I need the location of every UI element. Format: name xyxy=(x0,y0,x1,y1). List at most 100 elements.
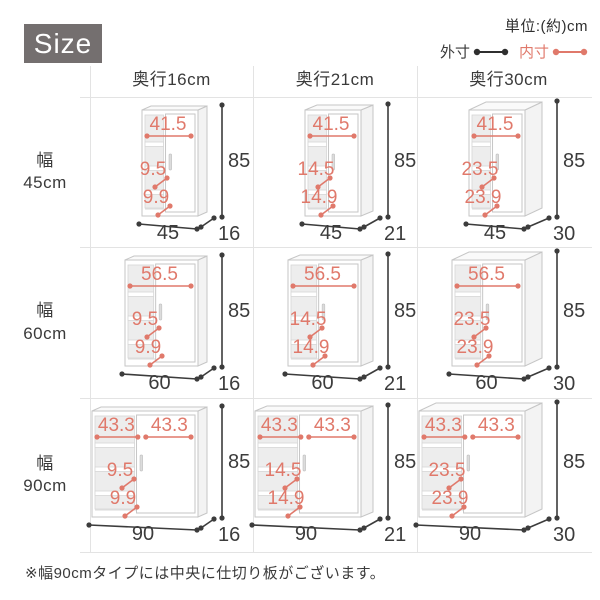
inner-width-right-dim-label: 43.3 xyxy=(478,415,515,436)
dim-endpoint-dot xyxy=(470,434,476,440)
dim-endpoint-dot xyxy=(307,334,313,340)
dim-endpoint-dot xyxy=(155,212,161,218)
height-dim-label: 85 xyxy=(228,150,250,172)
inner-width-right-dim-line xyxy=(143,434,194,440)
width-dim-line xyxy=(282,371,363,382)
inner-shelf2-dim-line xyxy=(147,353,165,368)
dim-endpoint-dot xyxy=(310,362,316,368)
dim-endpoint-dot xyxy=(463,221,469,227)
dim-endpoint-dot xyxy=(119,485,125,491)
inner-shelf2-dim-label: 9.9 xyxy=(135,337,161,358)
inner-width-right-dim-label: 43.3 xyxy=(314,415,351,436)
inner-shelf1-dim-label: 14.5 xyxy=(290,309,327,330)
dim-endpoint-dot xyxy=(546,365,552,371)
width-dim-label: 45 xyxy=(157,222,179,244)
width-dim-line xyxy=(299,221,363,232)
shelf-board xyxy=(454,315,482,321)
dim-endpoint-dot xyxy=(385,364,391,370)
shelf-board xyxy=(290,315,318,321)
depth-dim-line xyxy=(198,516,217,531)
dim-endpoint-dot xyxy=(462,434,468,440)
inner-width-dim-label: 41.5 xyxy=(313,114,350,135)
depth-dim-line xyxy=(361,215,383,230)
depth-dim-label: 30 xyxy=(553,373,575,395)
inner-shelf1-dim-label: 9.5 xyxy=(132,309,158,330)
dim-endpoint-dot xyxy=(413,522,419,528)
column-header-depth16: 奥行16cm xyxy=(132,70,211,89)
dim-endpoint-dot xyxy=(131,476,137,482)
dim-endpoint-dot xyxy=(515,283,521,289)
dim-endpoint-dot xyxy=(385,402,391,408)
inner-shelf2-dim-line xyxy=(474,353,492,368)
height-dim-label: 85 xyxy=(563,300,585,322)
door-handle xyxy=(302,454,306,472)
inner-shelf1-dim-label: 9.5 xyxy=(140,159,166,180)
dim-endpoint-dot xyxy=(546,516,552,522)
depth-dim-label: 16 xyxy=(218,223,240,245)
inner-shelf2-dim-line xyxy=(285,504,303,519)
dim-endpoint-dot xyxy=(285,513,291,519)
dim-endpoint-dot xyxy=(219,214,225,220)
dim-endpoint-dot xyxy=(482,212,488,218)
row-header-width90-value: 90cm xyxy=(23,476,67,495)
dim-endpoint-dot xyxy=(474,362,480,368)
shelf-board xyxy=(454,291,482,297)
cabinet-diagram: 56.5 23.5 23.9 85 60 30 xyxy=(446,248,585,395)
dim-endpoint-dot xyxy=(521,226,527,232)
height-dim-label: 85 xyxy=(394,150,416,172)
dim-endpoint-dot xyxy=(211,215,217,221)
grid-hline-4 xyxy=(80,552,592,553)
inner-shelf2-dim-line xyxy=(482,203,500,218)
grid-vline-2 xyxy=(253,66,254,552)
size-cell-w90-d16: 43.3 43.3 9.5 9.9 85 90 16 xyxy=(86,398,253,552)
dim-endpoint-dot xyxy=(525,374,531,380)
shelf-board xyxy=(421,466,462,472)
row-header-width90: 幅 90cm xyxy=(0,398,90,552)
depth-dim-line xyxy=(525,215,552,230)
dim-endpoint-dot xyxy=(152,184,158,190)
size-cell-w45-d16: 41.5 9.5 9.9 85 45 16 xyxy=(90,97,253,247)
dim-endpoint-dot xyxy=(282,485,288,491)
dim-endpoint-dot xyxy=(446,371,452,377)
depth-dim-label: 21 xyxy=(384,373,406,395)
dim-endpoint-dot xyxy=(94,434,100,440)
size-cell-w90-d21: 43.3 43.3 14.5 14.9 85 90 21 xyxy=(249,398,417,552)
sliding-door xyxy=(299,414,359,514)
width-dim-label: 45 xyxy=(320,222,342,244)
door-handle xyxy=(331,153,335,171)
dim-endpoint-dot xyxy=(554,399,560,405)
width-dim-label: 60 xyxy=(475,372,497,394)
dim-endpoint-dot xyxy=(198,224,204,230)
height-dim-label: 85 xyxy=(228,451,250,473)
inner-shelf1-dim-label: 14.5 xyxy=(298,159,335,180)
dim-endpoint-dot xyxy=(351,434,357,440)
shelf-board xyxy=(144,141,164,147)
dim-endpoint-dot xyxy=(249,522,255,528)
depth-dim-label: 16 xyxy=(218,524,240,546)
inner-width-dim-line xyxy=(307,133,357,139)
height-dim-line xyxy=(554,98,560,220)
cabinet-side-face xyxy=(197,406,208,518)
depth-dim-label: 21 xyxy=(384,223,406,245)
dim-endpoint-dot xyxy=(525,224,531,230)
cabinet-side-face xyxy=(524,101,543,217)
cabinet-diagram: 43.3 43.3 9.5 9.9 85 90 16 xyxy=(86,403,250,546)
dim-endpoint-dot xyxy=(357,527,363,533)
width-dim-line xyxy=(413,522,527,533)
shelf-board xyxy=(307,141,327,147)
inner-shelf1-dim-line xyxy=(282,476,300,491)
size-title-box: Size xyxy=(24,24,102,63)
dim-endpoint-dot xyxy=(461,504,467,510)
cabinet-side-face xyxy=(524,251,543,367)
shelf-board xyxy=(307,189,327,195)
dim-endpoint-dot xyxy=(377,215,383,221)
dim-endpoint-dot xyxy=(385,214,391,220)
height-dim-line xyxy=(554,248,560,370)
inner-shelf2-dim-label: 9.9 xyxy=(110,488,136,509)
grid-vline-3 xyxy=(417,66,418,552)
dim-endpoint-dot xyxy=(294,476,300,482)
cabinet-top-face xyxy=(141,105,208,111)
dim-endpoint-dot xyxy=(307,133,313,139)
dim-endpoint-dot xyxy=(377,516,383,522)
inner-width-dim-line xyxy=(127,283,194,289)
